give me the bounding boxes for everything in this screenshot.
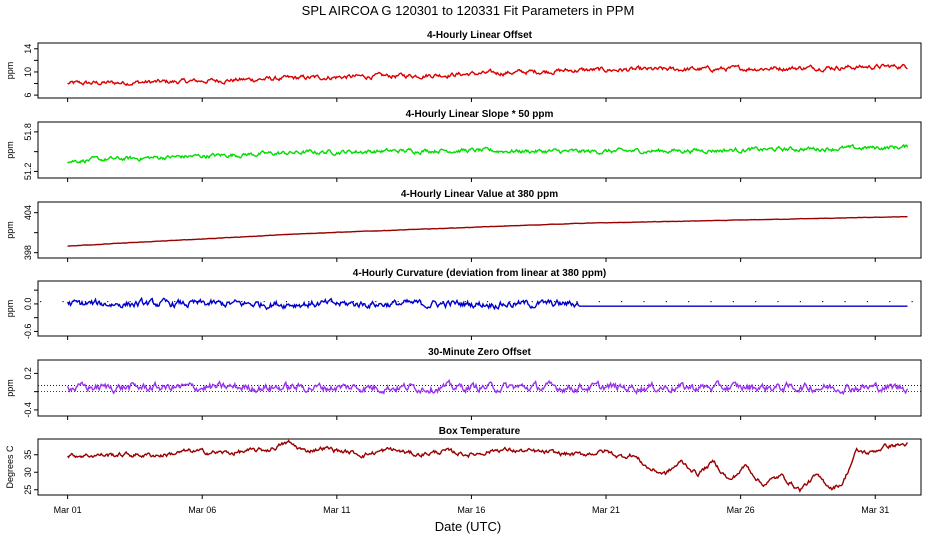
reference-dot: [911, 301, 913, 303]
reference-dot: [263, 301, 265, 303]
panel-frame: [37, 121, 922, 179]
reference-dot: [665, 301, 667, 303]
x-tick-label: Mar 16: [457, 505, 485, 515]
y-axis-label: ppm: [5, 379, 15, 397]
y-axis-label: ppm: [5, 221, 15, 239]
reference-dot: [554, 301, 556, 303]
y-axis-label: Degrees C: [5, 445, 15, 489]
reference-dot: [352, 301, 355, 303]
reference-dot: [531, 301, 533, 303]
reference-dot: [241, 301, 243, 303]
reference-dot: [755, 301, 757, 303]
series-line-curvature: [66, 296, 580, 311]
y-tick-label: 14: [23, 44, 33, 54]
panel-title: 30-Minute Zero Offset: [428, 347, 531, 358]
panel-frame: [37, 280, 922, 337]
series-line-offset: [67, 63, 908, 87]
panel-2: 4-Hourly Linear Value at 380 ppm ppm 398 40…: [5, 189, 922, 262]
y-tick-label: 51.8: [23, 123, 33, 141]
reference-dot: [40, 301, 42, 303]
reference-dot: [285, 301, 288, 303]
reference-dot: [866, 301, 869, 303]
x-tick-label: Mar 26: [727, 505, 755, 515]
reference-dot: [621, 301, 623, 303]
series-line-temperature: [67, 439, 909, 493]
reference-dot: [598, 301, 600, 303]
series-line-slope: [67, 143, 909, 164]
y-tick-label: 10: [23, 67, 33, 77]
y-tick-label: -0.4: [23, 402, 33, 418]
reference-dot: [464, 301, 466, 303]
reference-dot: [107, 301, 109, 303]
panel-title: 4-Hourly Linear Value at 380 ppm: [401, 189, 558, 200]
y-tick-label: 6: [23, 93, 33, 98]
x-tick-label: Mar 31: [861, 505, 889, 515]
y-tick-label: 30: [23, 467, 33, 477]
reference-dot: [129, 301, 131, 303]
reference-dot: [375, 301, 377, 303]
panel-title: 4-Hourly Curvature (deviation from linea…: [353, 268, 606, 279]
x-tick-label: Mar 11: [323, 505, 350, 515]
reference-dot: [732, 301, 734, 303]
reference-dot: [710, 301, 712, 303]
panel-0: 4-Hourly Linear Offset ppm 6 10 14: [5, 30, 922, 102]
panel-1: 4-Hourly Linear Slope * 50 ppm ppm 51.2 51.…: [5, 109, 922, 182]
reference-dot: [822, 301, 824, 303]
reference-dot: [799, 301, 801, 303]
panel-4: 30-Minute Zero Offset ppm -0.4 0.2: [5, 347, 922, 420]
y-axis-label: ppm: [5, 141, 15, 159]
reference-dot: [174, 301, 176, 303]
x-tick-label: Mar 21: [592, 505, 620, 515]
reference-dot: [486, 301, 489, 303]
y-tick-label: 398: [23, 245, 33, 260]
panel-title: Box Temperature: [439, 426, 521, 437]
y-tick-label: 0.2: [23, 367, 33, 380]
reference-dot: [509, 301, 511, 303]
figure-title: SPL AIRCOA G 120301 to 120331 Fit Parame…: [302, 3, 635, 18]
x-axis: Mar 01 Mar 06 Mar 11 Mar 16 Mar 21 Mar 26 Mar …: [54, 505, 890, 515]
reference-dot: [62, 301, 64, 303]
x-axis-label: Date (UTC): [435, 519, 501, 534]
reference-dot: [777, 301, 779, 303]
reference-dot: [308, 301, 310, 303]
x-tick-label: Mar 06: [188, 505, 216, 515]
panel-title: 4-Hourly Linear Offset: [427, 30, 533, 41]
panel-5: Box Temperature Degrees C 25 30 35: [5, 426, 922, 499]
panel-frame: [37, 438, 922, 496]
x-tick-label: Mar 01: [54, 505, 82, 515]
y-tick-label: 404: [23, 205, 33, 220]
y-axis-label: ppm: [5, 62, 15, 80]
panel-title: 4-Hourly Linear Slope * 50 ppm: [406, 109, 554, 120]
reference-dot: [889, 301, 891, 303]
panel-frame: [37, 359, 922, 417]
panel-frame: [37, 42, 922, 99]
reference-dot: [688, 301, 690, 303]
reference-dot: [397, 301, 399, 303]
panel-3: 4-Hourly Curvature (deviation from linea…: [5, 268, 922, 340]
panel-frame: [37, 201, 922, 259]
y-tick-label: 0.0: [23, 298, 33, 311]
series-line-zero: [66, 378, 909, 396]
y-tick-label: 51.2: [23, 163, 33, 181]
y-tick-label: 25: [23, 485, 33, 495]
y-tick-label: -0.6: [23, 324, 33, 340]
series-line-value: [67, 215, 908, 247]
y-axis-label: ppm: [5, 300, 15, 318]
reference-dot: [643, 301, 645, 303]
y-tick-label: 35: [23, 450, 33, 460]
reference-dot: [844, 301, 846, 303]
